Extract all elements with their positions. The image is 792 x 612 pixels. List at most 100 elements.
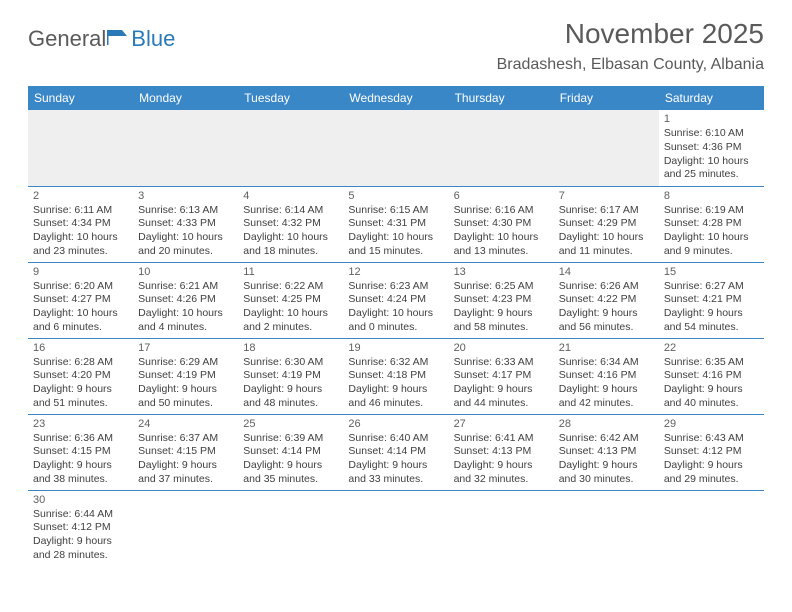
daylight-text: Daylight: 10 hours and 6 minutes. <box>33 307 128 334</box>
sunrise-text: Sunrise: 6:23 AM <box>348 280 443 294</box>
day-number: 13 <box>454 265 549 279</box>
daylight-text: Daylight: 10 hours and 9 minutes. <box>664 231 759 258</box>
sunrise-text: Sunrise: 6:30 AM <box>243 356 338 370</box>
logo-text-general: General <box>28 26 106 52</box>
calendar-cell <box>554 110 659 186</box>
sunset-text: Sunset: 4:24 PM <box>348 293 443 307</box>
calendar-cell: 9Sunrise: 6:20 AMSunset: 4:27 PMDaylight… <box>28 262 133 338</box>
calendar-cell: 21Sunrise: 6:34 AMSunset: 4:16 PMDayligh… <box>554 338 659 414</box>
sunset-text: Sunset: 4:32 PM <box>243 217 338 231</box>
sunrise-text: Sunrise: 6:42 AM <box>559 432 654 446</box>
sunrise-text: Sunrise: 6:35 AM <box>664 356 759 370</box>
calendar-cell: 18Sunrise: 6:30 AMSunset: 4:19 PMDayligh… <box>238 338 343 414</box>
sunset-text: Sunset: 4:27 PM <box>33 293 128 307</box>
daylight-text: Daylight: 9 hours and 46 minutes. <box>348 383 443 410</box>
daylight-text: Daylight: 10 hours and 15 minutes. <box>348 231 443 258</box>
calendar-cell: 13Sunrise: 6:25 AMSunset: 4:23 PMDayligh… <box>449 262 554 338</box>
day-number: 2 <box>33 189 128 203</box>
calendar-cell <box>28 110 133 186</box>
weekday-header: Sunday <box>28 86 133 110</box>
day-number: 3 <box>138 189 233 203</box>
sunrise-text: Sunrise: 6:17 AM <box>559 204 654 218</box>
calendar-cell: 26Sunrise: 6:40 AMSunset: 4:14 PMDayligh… <box>343 414 448 490</box>
calendar-cell <box>238 490 343 566</box>
calendar-cell: 30Sunrise: 6:44 AMSunset: 4:12 PMDayligh… <box>28 490 133 566</box>
sunrise-text: Sunrise: 6:13 AM <box>138 204 233 218</box>
daylight-text: Daylight: 9 hours and 48 minutes. <box>243 383 338 410</box>
calendar-cell: 15Sunrise: 6:27 AMSunset: 4:21 PMDayligh… <box>659 262 764 338</box>
calendar-cell <box>659 490 764 566</box>
day-number: 24 <box>138 417 233 431</box>
day-number: 29 <box>664 417 759 431</box>
day-number: 14 <box>559 265 654 279</box>
sunset-text: Sunset: 4:18 PM <box>348 369 443 383</box>
calendar-cell: 29Sunrise: 6:43 AMSunset: 4:12 PMDayligh… <box>659 414 764 490</box>
sunrise-text: Sunrise: 6:11 AM <box>33 204 128 218</box>
sunset-text: Sunset: 4:19 PM <box>138 369 233 383</box>
day-number: 18 <box>243 341 338 355</box>
calendar-cell <box>449 110 554 186</box>
sunrise-text: Sunrise: 6:19 AM <box>664 204 759 218</box>
daylight-text: Daylight: 10 hours and 23 minutes. <box>33 231 128 258</box>
logo-text-blue: Blue <box>131 26 175 52</box>
calendar-cell: 24Sunrise: 6:37 AMSunset: 4:15 PMDayligh… <box>133 414 238 490</box>
sunset-text: Sunset: 4:20 PM <box>33 369 128 383</box>
calendar-cell: 12Sunrise: 6:23 AMSunset: 4:24 PMDayligh… <box>343 262 448 338</box>
calendar-cell: 20Sunrise: 6:33 AMSunset: 4:17 PMDayligh… <box>449 338 554 414</box>
sunrise-text: Sunrise: 6:28 AM <box>33 356 128 370</box>
daylight-text: Daylight: 9 hours and 32 minutes. <box>454 459 549 486</box>
calendar-cell <box>554 490 659 566</box>
sunset-text: Sunset: 4:14 PM <box>243 445 338 459</box>
sunset-text: Sunset: 4:36 PM <box>664 141 759 155</box>
sunset-text: Sunset: 4:33 PM <box>138 217 233 231</box>
sunset-text: Sunset: 4:17 PM <box>454 369 549 383</box>
sunrise-text: Sunrise: 6:33 AM <box>454 356 549 370</box>
weekday-header: Saturday <box>659 86 764 110</box>
sunset-text: Sunset: 4:13 PM <box>454 445 549 459</box>
day-number: 28 <box>559 417 654 431</box>
calendar-cell: 4Sunrise: 6:14 AMSunset: 4:32 PMDaylight… <box>238 186 343 262</box>
sunset-text: Sunset: 4:19 PM <box>243 369 338 383</box>
calendar-cell: 28Sunrise: 6:42 AMSunset: 4:13 PMDayligh… <box>554 414 659 490</box>
sunset-text: Sunset: 4:21 PM <box>664 293 759 307</box>
sunset-text: Sunset: 4:23 PM <box>454 293 549 307</box>
calendar-cell: 22Sunrise: 6:35 AMSunset: 4:16 PMDayligh… <box>659 338 764 414</box>
day-number: 26 <box>348 417 443 431</box>
sunset-text: Sunset: 4:30 PM <box>454 217 549 231</box>
sunrise-text: Sunrise: 6:27 AM <box>664 280 759 294</box>
calendar-cell: 8Sunrise: 6:19 AMSunset: 4:28 PMDaylight… <box>659 186 764 262</box>
day-number: 10 <box>138 265 233 279</box>
sunset-text: Sunset: 4:34 PM <box>33 217 128 231</box>
sunset-text: Sunset: 4:12 PM <box>33 521 128 535</box>
day-number: 6 <box>454 189 549 203</box>
sunrise-text: Sunrise: 6:44 AM <box>33 508 128 522</box>
daylight-text: Daylight: 9 hours and 56 minutes. <box>559 307 654 334</box>
weekday-header: Friday <box>554 86 659 110</box>
sunrise-text: Sunrise: 6:32 AM <box>348 356 443 370</box>
sunset-text: Sunset: 4:28 PM <box>664 217 759 231</box>
calendar-cell: 23Sunrise: 6:36 AMSunset: 4:15 PMDayligh… <box>28 414 133 490</box>
sunset-text: Sunset: 4:15 PM <box>138 445 233 459</box>
day-number: 30 <box>33 493 128 507</box>
day-number: 21 <box>559 341 654 355</box>
day-number: 12 <box>348 265 443 279</box>
day-number: 5 <box>348 189 443 203</box>
sunrise-text: Sunrise: 6:41 AM <box>454 432 549 446</box>
day-number: 4 <box>243 189 338 203</box>
day-number: 1 <box>664 112 759 126</box>
daylight-text: Daylight: 9 hours and 28 minutes. <box>33 535 128 562</box>
daylight-text: Daylight: 10 hours and 18 minutes. <box>243 231 338 258</box>
sunset-text: Sunset: 4:14 PM <box>348 445 443 459</box>
sunset-text: Sunset: 4:29 PM <box>559 217 654 231</box>
day-number: 25 <box>243 417 338 431</box>
daylight-text: Daylight: 9 hours and 37 minutes. <box>138 459 233 486</box>
daylight-text: Daylight: 10 hours and 11 minutes. <box>559 231 654 258</box>
sunrise-text: Sunrise: 6:34 AM <box>559 356 654 370</box>
calendar-table: SundayMondayTuesdayWednesdayThursdayFrid… <box>28 86 764 566</box>
calendar-cell <box>343 490 448 566</box>
calendar-cell: 5Sunrise: 6:15 AMSunset: 4:31 PMDaylight… <box>343 186 448 262</box>
logo: General Blue <box>28 26 175 52</box>
sunrise-text: Sunrise: 6:15 AM <box>348 204 443 218</box>
sunrise-text: Sunrise: 6:25 AM <box>454 280 549 294</box>
daylight-text: Daylight: 9 hours and 30 minutes. <box>559 459 654 486</box>
